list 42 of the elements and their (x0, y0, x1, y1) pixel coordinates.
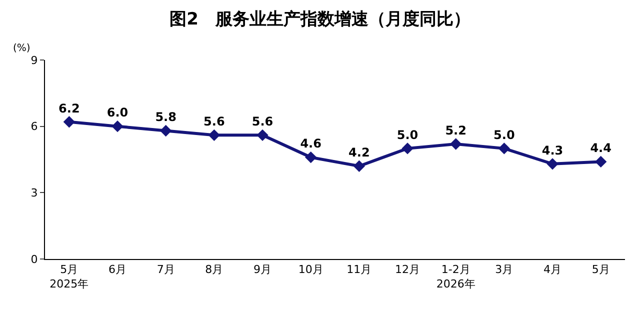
x-tick-label: 3月 (495, 263, 514, 276)
point (498, 142, 510, 154)
data-label: 5.0 (494, 128, 515, 142)
point (304, 151, 317, 164)
data-label: 5.6 (252, 114, 274, 129)
data-label: 5.2 (445, 123, 466, 138)
y-tick-label: 0 (30, 252, 38, 266)
point (546, 158, 558, 170)
y-tick-label: 9 (30, 54, 38, 67)
point (353, 160, 366, 172)
data-label: 5.8 (155, 110, 176, 124)
data-label: 4.4 (590, 141, 612, 156)
data-label: 6.0 (106, 106, 128, 120)
point (63, 116, 76, 128)
x-tick-label: 5月 (592, 263, 610, 276)
x-tick-label: 12月 (395, 263, 420, 276)
data-label: 5.6 (204, 114, 225, 129)
point (112, 120, 124, 132)
chart-title: 图2 服务业生产指数增速（月度同比） (170, 10, 470, 30)
data-label: 4.2 (348, 146, 370, 160)
x-tick-label: 10月 (298, 263, 324, 276)
point (160, 124, 172, 137)
data-label: 5.0 (396, 128, 418, 142)
point (450, 138, 462, 150)
y-tick-label: 6 (30, 120, 38, 134)
x-tick-label: 11月 (346, 263, 372, 276)
x-tick-label: 9月 (254, 263, 272, 276)
x-tick-label: 7月 (156, 263, 175, 276)
point (402, 142, 414, 154)
point (256, 129, 268, 142)
x-tick-label: 4月 (544, 263, 562, 276)
x-tick-label: 8月 (205, 263, 224, 276)
point (594, 156, 607, 168)
y-tick-label: 3 (30, 186, 38, 200)
x-tick-label: 6月 (108, 263, 126, 276)
x-tick-label: 1-2月 2026年 (436, 263, 476, 290)
y-axis-title: (%) (13, 43, 30, 54)
data-label: 6.2 (58, 101, 80, 116)
data-label: 4.3 (542, 143, 564, 158)
point (208, 129, 220, 142)
data-label: 4.6 (300, 136, 322, 151)
x-tick-label: 5月 2025年 (50, 263, 89, 290)
